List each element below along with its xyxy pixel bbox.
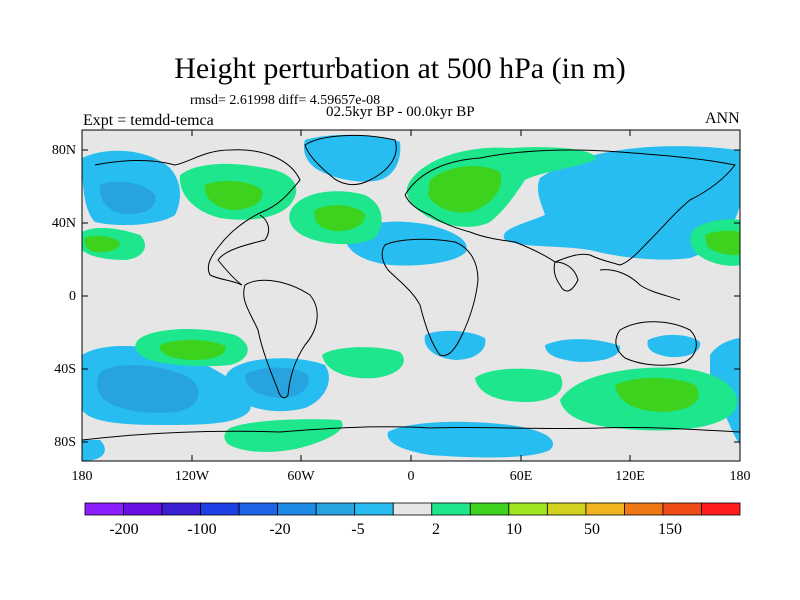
x-tick-label: 180	[729, 469, 751, 484]
stats-text: rmsd= 2.61998 diff= 4.59657e-08	[190, 93, 381, 108]
anomaly-patch	[314, 205, 366, 232]
colorbar-swatch	[392, 502, 433, 516]
coastline-north-america	[94, 149, 301, 286]
coastline-europe-asia	[404, 149, 736, 266]
colorbar-swatch	[123, 502, 163, 516]
anomaly-patch	[322, 347, 404, 379]
map-title: Height perturbation at 500 hPa (in m)	[174, 52, 626, 85]
coastline-africa	[381, 238, 479, 357]
map-panel	[82, 130, 740, 461]
anomaly-patch	[428, 166, 502, 213]
axis-ticks	[81, 130, 741, 461]
y-tick-label: 80S	[54, 435, 76, 450]
anomaly-patch	[424, 330, 486, 360]
colorbar-swatch	[161, 502, 201, 516]
anomaly-patch	[97, 365, 199, 413]
x-tick-label: 0	[407, 469, 415, 484]
anomaly-patch	[224, 419, 343, 452]
colorbar	[84, 502, 741, 516]
colorbar-swatch	[84, 502, 124, 516]
colorbar-swatch	[277, 502, 317, 516]
x-tick-label: 60E	[509, 469, 533, 484]
anomaly-patch	[303, 134, 401, 182]
x-tick-label: 120W	[174, 469, 210, 484]
strong-positive-regions	[84, 166, 740, 412]
coastline-australia	[615, 321, 697, 366]
colorbar-swatch	[431, 502, 471, 516]
anomaly-patch	[545, 339, 621, 362]
colorbar-swatch	[200, 502, 240, 516]
anomaly-patch	[615, 377, 699, 412]
anomaly-patch	[204, 180, 263, 210]
season-label: ANN	[705, 110, 740, 127]
colorbar-swatch	[585, 502, 625, 516]
colorbar-label: 50	[584, 521, 600, 538]
colorbar-swatch	[624, 502, 664, 516]
colorbar-swatch	[238, 502, 279, 516]
colorbar-swatch	[469, 502, 510, 516]
x-tick-label: 120E	[615, 469, 645, 484]
colorbar-label: 2	[432, 521, 440, 538]
colorbar-label: -200	[109, 521, 139, 538]
coastline-southeast-asia	[599, 269, 681, 301]
colorbar-swatch	[546, 502, 587, 516]
anomaly-patch	[647, 334, 701, 358]
period-text: 02.5kyr BP - 00.0kyr BP	[326, 104, 475, 120]
colorbar-label: -100	[187, 521, 217, 538]
anomaly-patch	[82, 440, 105, 461]
x-tick-label: 60W	[287, 469, 315, 484]
colorbar-swatch	[508, 502, 548, 516]
anomaly-patch	[475, 368, 563, 402]
anomaly-patch	[84, 235, 120, 253]
y-tick-label: 0	[69, 289, 76, 304]
anomaly-patch	[245, 367, 309, 398]
anomaly-patch	[705, 230, 740, 256]
colorbar-label: 150	[658, 521, 682, 538]
anomaly-patch	[159, 339, 226, 360]
coastline-antarctica	[82, 426, 740, 441]
experiment-label: Expt = temdd-temca	[83, 112, 214, 129]
y-tick-label: 40S	[54, 362, 76, 377]
coastlines	[82, 134, 740, 441]
strong-negative-regions	[97, 181, 309, 413]
colorbar-swatch	[315, 502, 356, 516]
colorbar-label: -5	[351, 521, 365, 538]
colorbar-swatch	[701, 502, 741, 516]
anomaly-patch	[503, 146, 740, 260]
anomaly-patch	[99, 181, 156, 215]
anomaly-patch	[387, 421, 554, 458]
y-tick-label: 40N	[51, 216, 76, 231]
coastline-greenland	[304, 134, 397, 186]
coastline-south-america	[243, 279, 318, 399]
colorbar-label: 10	[506, 521, 522, 538]
x-tick-label: 180	[71, 469, 93, 484]
y-tick-label: 80N	[51, 143, 76, 158]
colorbar-swatch	[354, 502, 394, 516]
colorbar-label: -20	[269, 521, 291, 538]
colorbar-swatch	[662, 502, 702, 516]
coastline-india	[553, 261, 579, 292]
